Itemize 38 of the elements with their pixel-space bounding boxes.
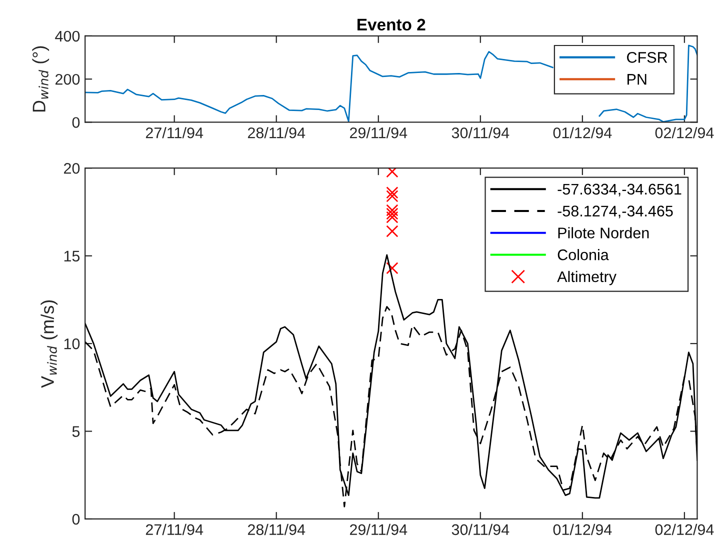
y-tick-label: 5 <box>72 426 80 437</box>
x-tick-label: 29/11/94 <box>350 127 408 138</box>
legend-label: Pilote Norden <box>558 227 649 238</box>
x-tick-label: 01/12/94 <box>553 127 612 138</box>
x-tick-label: 02/12/94 <box>655 127 714 138</box>
x-tick-label: 30/11/94 <box>452 524 510 536</box>
point <box>386 208 398 220</box>
y-tick-label: 20 <box>64 162 80 174</box>
y-axis-title: V$_{wind}$ (m/s) <box>40 300 58 388</box>
chart-title: Evento 2 <box>358 18 426 31</box>
x-tick-label: 27/11/94 <box>146 127 204 138</box>
point <box>386 225 398 238</box>
legend-label: Colonia <box>558 249 609 260</box>
legend-label: PN <box>628 74 646 85</box>
x-tick-label: 02/12/94 <box>655 524 714 536</box>
x-tick-label: 01/12/94 <box>553 524 612 536</box>
point <box>386 204 398 216</box>
point <box>386 190 398 202</box>
y-tick-label: 400 <box>55 30 80 42</box>
point <box>386 168 398 178</box>
x-tick-label: 27/11/94 <box>146 524 204 536</box>
x-tick-label: 29/11/94 <box>350 524 408 536</box>
y-tick-label: 0 <box>72 117 80 128</box>
x-tick-label: 30/11/94 <box>452 127 510 138</box>
legend-label: Altimetry <box>557 270 616 286</box>
x-tick-label: 28/11/94 <box>248 127 306 138</box>
y-axis-title: D$_{wind}$ (°) <box>32 46 50 112</box>
x-tick-label: 28/11/94 <box>248 524 306 536</box>
legend-label: -58.1274,-34.465 <box>558 206 673 218</box>
point <box>386 262 398 274</box>
legend-label: CFSR <box>627 52 668 63</box>
point <box>386 186 398 199</box>
legend-label: -57.6334,-34.6561 <box>558 184 682 196</box>
point <box>386 211 398 224</box>
y-tick-label: 10 <box>64 338 80 350</box>
y-tick-label: 0 <box>72 514 80 525</box>
y-tick-label: 15 <box>64 250 80 262</box>
y-tick-label: 200 <box>56 74 80 85</box>
